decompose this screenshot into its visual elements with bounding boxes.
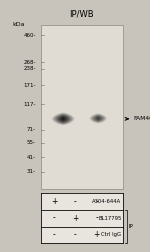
Text: 460-: 460- (24, 33, 36, 38)
Text: IP: IP (128, 224, 133, 229)
Text: BL17795: BL17795 (98, 216, 122, 220)
Bar (40, 25, 123, 189)
Text: 41-: 41- (27, 155, 36, 160)
Bar (40, 193, 123, 243)
Text: +: + (51, 197, 57, 206)
Text: +: + (94, 231, 100, 239)
Text: 117-: 117- (24, 102, 36, 107)
Text: -: - (53, 231, 55, 239)
Text: 238-: 238- (24, 66, 36, 71)
Text: -: - (95, 214, 98, 223)
Text: -: - (74, 197, 76, 206)
Text: -: - (53, 214, 55, 223)
Text: Ctrl IgG: Ctrl IgG (102, 233, 122, 237)
Text: IP/WB: IP/WB (69, 9, 94, 18)
Text: -: - (95, 197, 98, 206)
Text: -: - (74, 231, 76, 239)
Text: kDa: kDa (12, 22, 24, 27)
Text: FAM40A: FAM40A (134, 116, 150, 121)
Text: 171-: 171- (24, 83, 36, 88)
Text: +: + (72, 214, 78, 223)
Text: A304-644A: A304-644A (92, 199, 122, 204)
Text: 71-: 71- (27, 127, 36, 132)
Text: 55-: 55- (27, 140, 36, 145)
Text: 31-: 31- (27, 169, 36, 174)
Text: 268-: 268- (24, 60, 36, 65)
